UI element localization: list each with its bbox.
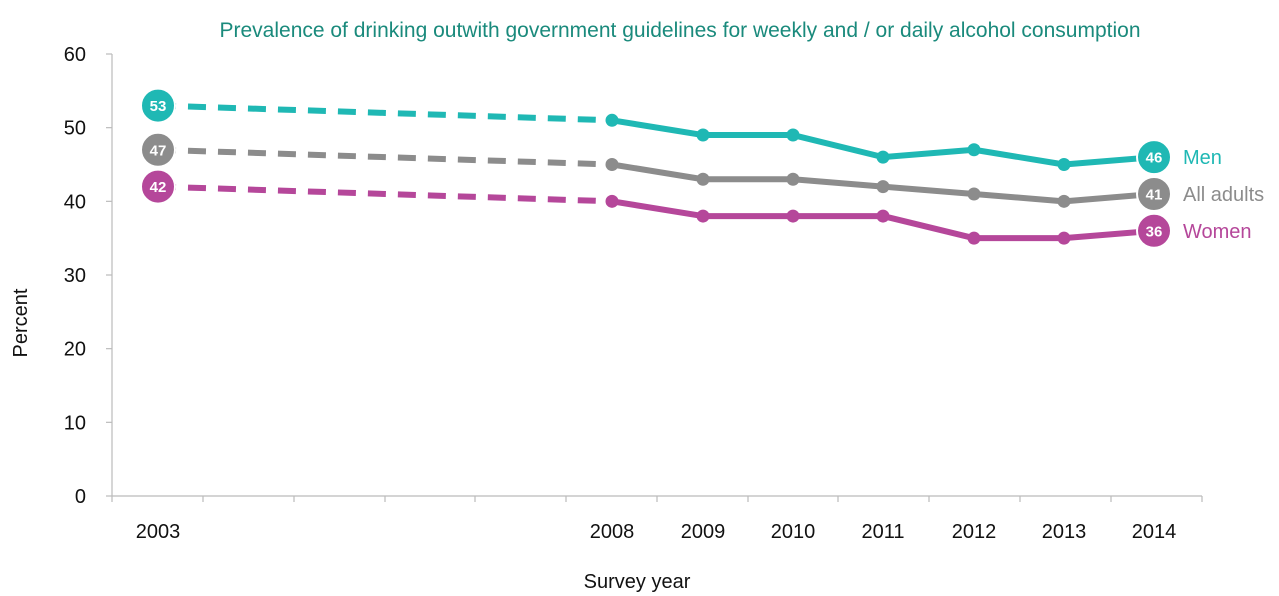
- data-point: [1057, 194, 1071, 208]
- x-tick-label: 2011: [861, 521, 904, 543]
- end-value-label: 41: [1146, 186, 1163, 203]
- series-name-label: Men: [1183, 147, 1222, 169]
- x-tick-label: 2009: [681, 521, 726, 543]
- end-value-badge: [1136, 139, 1172, 176]
- start-value-label: 47: [150, 142, 167, 159]
- series-name-label: All adults: [1183, 184, 1264, 206]
- data-point: [1057, 158, 1071, 171]
- y-axis: 0 10 20 30 40 50 60: [64, 44, 113, 508]
- data-point: [1057, 231, 1071, 245]
- start-value-badge: [140, 87, 176, 124]
- data-point: [967, 231, 981, 245]
- data-point: [605, 194, 619, 208]
- data-point: [786, 172, 800, 186]
- data-point: [605, 113, 619, 127]
- start-value-label: 53: [150, 98, 167, 115]
- series-dashed-line: [157, 146, 613, 168]
- end-value-label: 36: [1146, 223, 1163, 240]
- y-tick-label: 20: [64, 339, 86, 361]
- data-point: [696, 209, 710, 223]
- data-point: [786, 128, 800, 142]
- y-tick-label: 50: [64, 118, 86, 140]
- y-tick-label: 10: [64, 412, 86, 434]
- y-tick-label: 60: [64, 44, 86, 66]
- y-tick-label: 40: [64, 191, 86, 213]
- start-value-badge: [140, 168, 176, 205]
- series-dashed-line: [157, 183, 613, 205]
- series-women: 42 36 Women: [140, 168, 1252, 249]
- end-value-badge: [1136, 212, 1172, 249]
- data-point: [605, 158, 619, 171]
- x-tick-label: 2008: [590, 521, 635, 543]
- y-axis-label: Percent: [10, 288, 32, 357]
- start-value-badge: [140, 131, 176, 168]
- x-axis: 2003 2008 2009 2010 2011 2012 2013 2014: [111, 495, 1203, 543]
- series-men: 53 46 Men: [140, 87, 1222, 176]
- data-point: [696, 172, 710, 186]
- data-point: [967, 143, 981, 157]
- chart-title: Prevalence of drinking outwith governmen…: [219, 19, 1140, 42]
- end-value-badge: [1136, 175, 1172, 212]
- x-tick-label: 2014: [1132, 521, 1177, 543]
- series-dashed-line: [157, 102, 613, 124]
- x-tick-label: 2013: [1042, 521, 1087, 543]
- data-point: [696, 128, 710, 142]
- y-tick-label: 30: [64, 265, 86, 287]
- data-point: [876, 209, 890, 223]
- series-all-adults: 47 41 All adults: [140, 131, 1264, 212]
- y-tick-label: 0: [75, 486, 86, 508]
- data-point: [876, 180, 890, 194]
- x-tick-label: 2010: [771, 521, 816, 543]
- data-point: [876, 150, 890, 164]
- data-point: [967, 187, 981, 201]
- x-tick-label: 2012: [952, 521, 997, 543]
- x-axis-label: Survey year: [584, 571, 691, 593]
- series-name-label: Women: [1183, 221, 1252, 243]
- start-value-label: 42: [150, 179, 167, 196]
- x-tick-label: 2003: [136, 521, 181, 543]
- data-point: [786, 209, 800, 223]
- series-layer: 53 46 Men 47 41 All adults 42 36 Women: [140, 87, 1264, 249]
- end-value-label: 46: [1146, 150, 1163, 167]
